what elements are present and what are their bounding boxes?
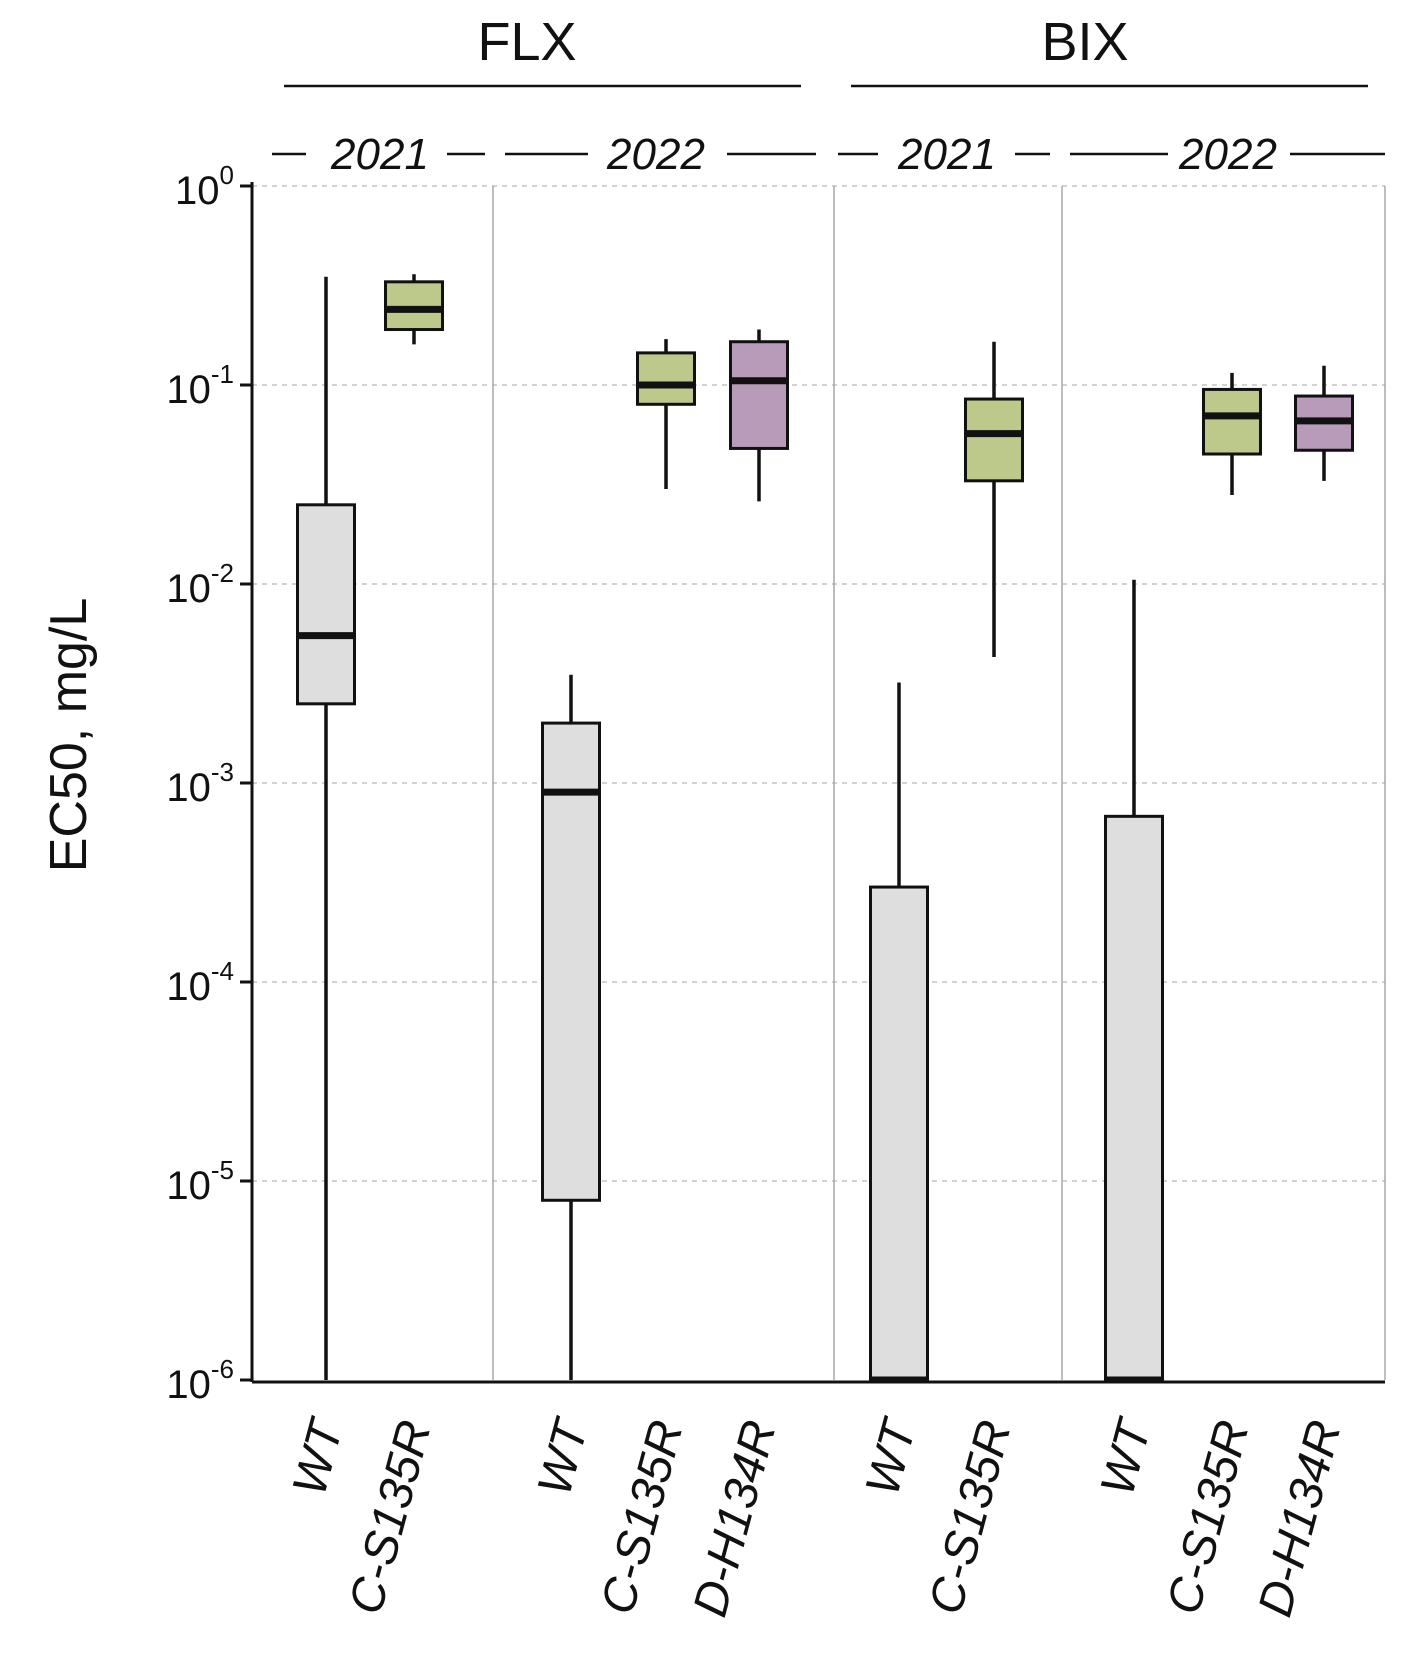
iqr-box-flx-2021-c-s135r <box>384 280 444 332</box>
y-tick-label: 10-5 <box>166 1155 234 1208</box>
y-tick-label: 10-2 <box>166 558 234 611</box>
category-label-bix-2021-wt: WT <box>856 1412 927 1501</box>
category-label-bix-2022-c-s135r: C-S135R <box>1157 1415 1259 1619</box>
y-tick-label: 10-4 <box>166 956 234 1009</box>
iqr-box-flx-2022-d-h134r <box>729 340 789 450</box>
box-flx-2022-wt <box>541 674 601 1380</box>
iqr-box-bix-2021-wt <box>869 885 929 1382</box>
box-flx-2021-wt <box>296 276 356 1380</box>
y-tick-label: 10-6 <box>166 1354 234 1407</box>
gridlines <box>252 185 1385 1182</box>
box-series <box>296 274 1354 1384</box>
box-flx-2021-c-s135r <box>384 274 444 345</box>
iqr-box-flx-2022-wt <box>541 721 601 1202</box>
box-bix-2021-c-s135r <box>964 341 1024 657</box>
y-tick-label: 10-3 <box>166 757 234 810</box>
box-bix-2021-wt <box>869 682 929 1384</box>
box-flx-2022-d-h134r <box>729 329 789 502</box>
category-label-bix-2021-c-s135r: C-S135R <box>919 1415 1021 1619</box>
y-axis-label: EC50, mg/L <box>40 598 98 873</box>
iqr-box-bix-2021-c-s135r <box>964 397 1024 483</box>
category-label-flx-2021-c-s135r: C-S135R <box>339 1415 441 1619</box>
year-label-bix-2022: 2022 <box>1178 130 1277 179</box>
box-flx-2022-c-s135r <box>636 339 696 490</box>
box-bix-2022-wt <box>1104 579 1164 1384</box>
axes <box>250 182 1385 1384</box>
category-label-flx-2022-d-h134r: D-H134R <box>684 1415 787 1622</box>
iqr-box-flx-2022-c-s135r <box>636 351 696 406</box>
year-label-flx-2021: 2021 <box>330 130 429 179</box>
category-label-bix-2022-d-h134r: D-H134R <box>1249 1415 1352 1622</box>
year-label-flx-2022: 2022 <box>606 130 705 179</box>
box-bix-2022-c-s135r <box>1202 372 1262 496</box>
box-bix-2022-d-h134r <box>1294 365 1354 481</box>
iqr-box-flx-2021-wt <box>296 503 356 706</box>
category-label-bix-2022-wt: WT <box>1091 1412 1162 1501</box>
year-label-bix-2021: 2021 <box>897 130 996 179</box>
group-headers: FLX 2021 2022 BIX 2021 2022 <box>272 12 1385 179</box>
y-tick-label: 100 <box>175 160 234 213</box>
category-label-flx-2021-wt: WT <box>283 1412 354 1501</box>
group-title-bix: BIX <box>1041 12 1128 72</box>
y-ticks: 100 10-1 10-2 10-3 10-4 10-5 10-6 <box>166 160 252 1407</box>
iqr-box-bix-2022-wt <box>1104 814 1164 1382</box>
group-title-flx: FLX <box>477 12 576 72</box>
category-label-flx-2022-c-s135r: C-S135R <box>591 1415 693 1619</box>
category-label-flx-2022-wt: WT <box>528 1412 599 1501</box>
y-tick-label: 10-1 <box>166 359 234 412</box>
panel-separators <box>492 186 1386 1380</box>
iqr-box-bix-2022-c-s135r <box>1202 387 1262 456</box>
